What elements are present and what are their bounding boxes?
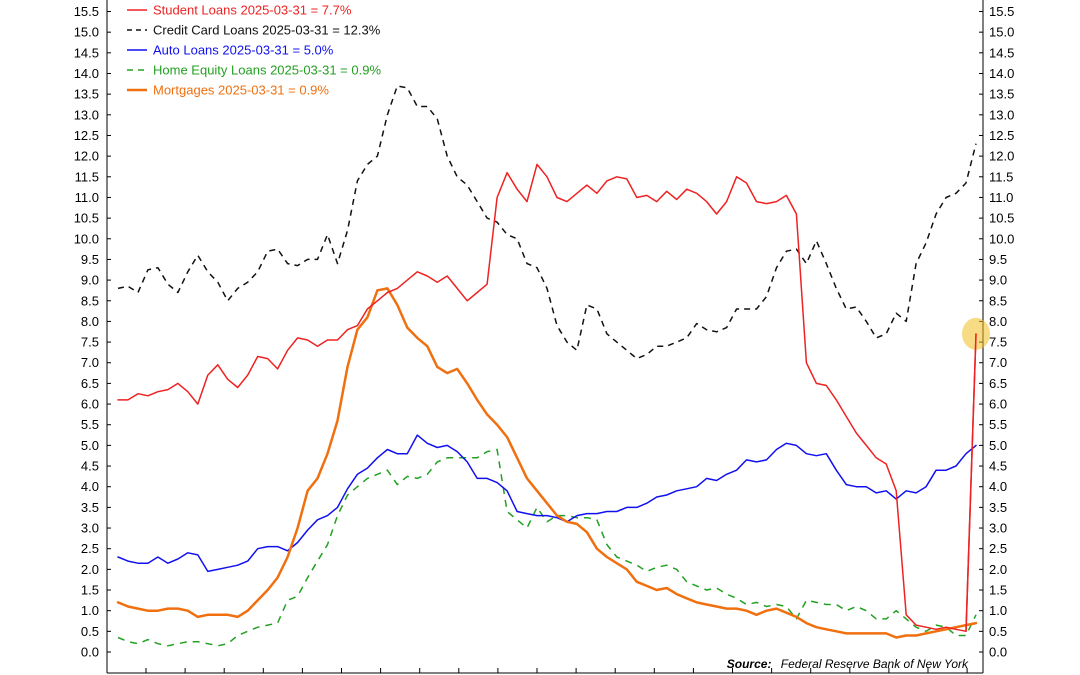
y-tick-left-label: 4.5 — [81, 459, 99, 474]
highlight-marker — [962, 317, 990, 632]
legend-label-mortgages: Mortgages 2025-03-31 = 0.9% — [153, 83, 329, 98]
y-tick-left-label: 11.5 — [75, 169, 99, 184]
y-tick-left-label: 5.5 — [81, 417, 99, 432]
y-tick-left-label: 12.0 — [74, 149, 99, 164]
y-tick-right-label: 0.0 — [989, 645, 1007, 660]
y-tick-right-label: 1.0 — [989, 603, 1007, 618]
highlight-series-tail — [965, 333, 977, 632]
y-tick-left-label: 10.0 — [74, 231, 99, 246]
y-tick-left-label: 7.0 — [81, 355, 99, 370]
y-tick-right-label: 8.0 — [989, 314, 1007, 329]
legend-label-student-loans: Student Loans 2025-03-31 = 7.7% — [153, 3, 352, 18]
y-tick-left-label: 4.0 — [81, 479, 99, 494]
y-tick-left-label: 13.5 — [74, 87, 99, 102]
y-tick-left-label: 15.5 — [74, 4, 99, 19]
x-axis-ticks — [145, 668, 968, 673]
y-tick-right-label: 13.0 — [989, 107, 1014, 122]
y-tick-left-label: 8.5 — [81, 293, 99, 308]
y-tick-left-label: 6.5 — [81, 376, 99, 391]
y-tick-left-label: 15.0 — [74, 25, 99, 40]
y-tick-right-label: 6.5 — [989, 376, 1007, 391]
series-line-mortgages — [116, 287, 978, 639]
y-tick-left-label: 5.0 — [81, 438, 99, 453]
y-tick-left-label: 2.5 — [81, 541, 99, 556]
y-tick-right-label: 14.5 — [989, 45, 1014, 60]
source-note: Source: Federal Reserve Bank of New York — [727, 657, 969, 671]
y-tick-right-label: 0.5 — [989, 624, 1007, 639]
y-tick-right-label: 8.5 — [989, 293, 1007, 308]
y-tick-right-label: 9.5 — [989, 252, 1007, 267]
y-tick-left-label: 1.0 — [81, 603, 99, 618]
y-tick-right-label: 2.5 — [989, 541, 1007, 556]
y-tick-left-label: 11.0 — [75, 190, 99, 205]
y-tick-left-label: 0.0 — [81, 645, 99, 660]
y-tick-left-label: 0.5 — [81, 624, 99, 639]
y-tick-right-label: 3.0 — [989, 521, 1007, 536]
series-lines — [116, 85, 978, 647]
y-tick-left-label: 1.5 — [81, 583, 99, 598]
y-tick-right-label: 1.5 — [989, 583, 1007, 598]
y-tick-right-label: 4.5 — [989, 459, 1007, 474]
y-tick-right-label: 12.0 — [989, 149, 1014, 164]
source-text: Federal Reserve Bank of New York — [781, 657, 969, 671]
y-tick-left-label: 13.0 — [74, 107, 99, 122]
y-tick-left-label: 12.5 — [74, 128, 99, 143]
y-tick-left-label: 9.5 — [81, 252, 99, 267]
y-tick-right-label: 11.5 — [989, 169, 1013, 184]
series-line-auto-loans — [117, 434, 977, 573]
y-tick-right-label: 7.5 — [989, 335, 1007, 350]
y-tick-right-label: 10.0 — [989, 231, 1014, 246]
source-label: Source: — [727, 657, 772, 671]
y-tick-left-label: 9.0 — [81, 273, 99, 288]
y-tick-right-label: 7.0 — [989, 355, 1007, 370]
y-tick-left-label: 10.5 — [74, 211, 99, 226]
y-tick-right-label: 2.0 — [989, 562, 1007, 577]
legend-label-home-equity-loans: Home Equity Loans 2025-03-31 = 0.9% — [153, 63, 381, 78]
y-tick-right-label: 15.0 — [989, 25, 1014, 40]
y-tick-right-label: 6.0 — [989, 397, 1007, 412]
y-tick-right-label: 15.5 — [989, 4, 1014, 19]
y-tick-right-label: 11.0 — [989, 190, 1013, 205]
y-tick-left-label: 14.5 — [74, 45, 99, 60]
y-tick-right-label: 3.5 — [989, 500, 1007, 515]
y-tick-left-label: 7.5 — [81, 335, 99, 350]
legend: Student Loans 2025-03-31 = 7.7% Credit Ca… — [127, 3, 381, 98]
y-tick-right-label: 4.0 — [989, 479, 1007, 494]
y-tick-right-label: 9.0 — [989, 273, 1007, 288]
y-tick-right-label: 13.5 — [989, 87, 1014, 102]
y-tick-right-label: 14.0 — [989, 66, 1014, 81]
series-line-credit-card-loans — [117, 85, 977, 360]
y-tick-right-label: 5.5 — [989, 417, 1007, 432]
y-tick-right-label: 5.0 — [989, 438, 1007, 453]
series-line-home-equity-loans — [117, 448, 977, 647]
y-tick-right-label: 12.5 — [989, 128, 1014, 143]
y-tick-left-label: 2.0 — [81, 562, 99, 577]
legend-label-auto-loans: Auto Loans 2025-03-31 = 5.0% — [153, 43, 334, 58]
y-axis-right: 0.0 0.5 1.0 1.5 2.0 2.5 3.0 3.5 4.0 4.5 5.0 5.5 6.0 6… — [979, 4, 1014, 660]
y-tick-left-label: 3.5 — [81, 500, 99, 515]
series-line-student-loans — [117, 163, 977, 633]
y-tick-left-label: 8.0 — [81, 314, 99, 329]
y-tick-right-label: 10.5 — [989, 211, 1014, 226]
y-axis-left: 0.0 0.5 1.0 1.5 2.0 2.5 3.0 3.5 4.0 4.5 5.0 5.5 6.0 6… — [74, 4, 111, 660]
y-tick-left-label: 3.0 — [81, 521, 99, 536]
y-tick-left-label: 14.0 — [74, 66, 99, 81]
legend-label-credit-card-loans: Credit Card Loans 2025-03-31 = 12.3% — [153, 23, 381, 38]
y-tick-left-label: 6.0 — [81, 397, 99, 412]
